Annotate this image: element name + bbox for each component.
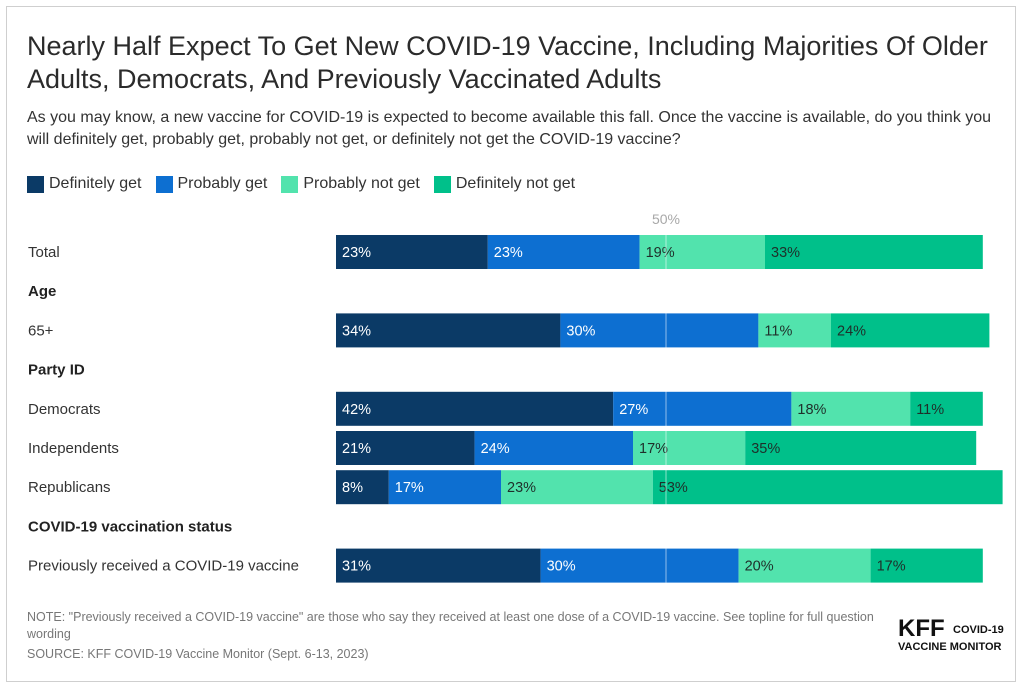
section-label-covid-19-vaccination-status: COVID-19 vaccination status	[28, 518, 232, 535]
row-label-65: 65+	[28, 322, 54, 339]
bar-democrats-probably-not-get	[791, 391, 911, 426]
data-label-independents-definitely-get: 21%	[342, 441, 371, 457]
data-label-independents-definitely-not-get: 35%	[751, 441, 780, 457]
logo-brand: KFF	[898, 615, 945, 642]
reference-line-label: 50%	[652, 211, 680, 227]
data-label-total-probably-not-get: 19%	[646, 245, 675, 261]
bar-previously-received-a-covid-19-vaccine-definitely-not-get	[870, 548, 983, 583]
bar-democrats-definitely-get	[336, 391, 614, 426]
data-label-republicans-probably-not-get: 23%	[507, 480, 536, 496]
legend-swatch-probably-not-get	[281, 175, 299, 193]
legend-swatch-definitely-not-get	[433, 175, 451, 193]
data-label-republicans-probably-get: 17%	[395, 480, 424, 496]
data-label-republicans-definitely-not-get: 53%	[659, 480, 688, 496]
bar-previously-received-a-covid-19-vaccine-probably-not-get	[738, 548, 871, 583]
bar-independents-probably-get	[474, 431, 633, 465]
row-label-previously-received-a-covid-19-vaccine: Previously received a COVID-19 vaccine	[28, 558, 299, 575]
section-label-party-id: Party ID	[28, 362, 85, 379]
section-label-age: Age	[28, 283, 56, 300]
chart-note: NOTE: "Previously received a COVID-19 va…	[27, 610, 874, 641]
data-label-democrats-probably-not-get: 18%	[797, 402, 826, 418]
bar-total-definitely-get	[336, 235, 488, 269]
row-label-republicans: Republicans	[28, 479, 111, 496]
data-label-republicans-definitely-get: 8%	[342, 480, 363, 496]
bar-previously-received-a-covid-19-vaccine-probably-get	[540, 548, 739, 583]
bar-independents-definitely-not-get	[745, 431, 977, 465]
data-label-65-definitely-get: 34%	[342, 323, 371, 339]
legend: Definitely get Probably get Probably not…	[27, 174, 589, 194]
kff-logo: KFF COVID-19 VACCINE MONITOR	[898, 615, 1004, 653]
bar-total-definitely-not-get	[765, 235, 983, 269]
bar-independents-probably-not-get	[633, 431, 746, 465]
data-label-previously-received-a-covid-19-vaccine-probably-not-get: 20%	[745, 559, 774, 575]
data-label-democrats-definitely-not-get: 11%	[916, 402, 944, 418]
legend-swatch-probably-get	[155, 175, 173, 193]
data-label-65-definitely-not-get: 24%	[837, 323, 866, 339]
data-label-democrats-definitely-get: 42%	[342, 402, 371, 418]
chart-subtitle: As you may know, a new vaccine for COVID…	[27, 109, 992, 148]
bar-65-definitely-get	[336, 313, 561, 348]
legend-item-probably-get: Probably get	[155, 175, 268, 193]
data-label-independents-probably-get: 24%	[481, 441, 510, 457]
bar-republicans-definitely-not-get	[652, 470, 1003, 505]
data-label-previously-received-a-covid-19-vaccine-definitely-not-get: 17%	[877, 559, 906, 575]
bar-republicans-probably-not-get	[501, 470, 653, 505]
stacked-bar-chart: Total 23% 23% 19% 33% Age 65+ 34% 30% 11% 24% Party…	[28, 211, 1003, 583]
chart-source: SOURCE: KFF COVID-19 Vaccine Monitor (Se…	[27, 647, 369, 661]
row-label-independents: Independents	[28, 440, 119, 457]
bar-65-probably-get	[560, 313, 759, 348]
bar-65-probably-not-get	[758, 313, 831, 348]
legend-item-probably-not-get: Probably not get	[281, 175, 420, 193]
legend-item-definitely-get: Definitely get	[27, 175, 142, 193]
data-label-previously-received-a-covid-19-vaccine-probably-get: 30%	[547, 559, 576, 575]
legend-item-definitely-not-get: Definitely not get	[433, 175, 576, 193]
data-label-65-probably-not-get: 11%	[764, 323, 792, 339]
bar-total-probably-get	[487, 235, 640, 269]
chart-title: Nearly Half Expect To Get New COVID-19 V…	[27, 31, 988, 94]
logo-line2: VACCINE MONITOR	[898, 641, 1002, 653]
row-label-total: Total	[28, 244, 60, 261]
data-label-independents-probably-not-get: 17%	[639, 441, 668, 457]
bar-independents-definitely-get	[336, 431, 475, 465]
data-label-total-probably-get: 23%	[494, 245, 523, 261]
row-label-democrats: Democrats	[28, 401, 101, 418]
bar-total-probably-not-get	[639, 235, 765, 269]
data-label-total-definitely-get: 23%	[342, 245, 371, 261]
legend-label-probably-get: Probably get	[177, 175, 268, 192]
bar-democrats-probably-get	[613, 391, 792, 426]
legend-swatch-definitely-get	[27, 175, 44, 193]
bar-republicans-probably-get	[388, 470, 501, 505]
legend-label-probably-not-get: Probably not get	[303, 175, 420, 192]
legend-label-definitely-not-get: Definitely not get	[455, 175, 576, 192]
logo-line1: COVID-19	[953, 624, 1004, 636]
data-label-democrats-probably-get: 27%	[619, 402, 648, 418]
data-label-previously-received-a-covid-19-vaccine-definitely-get: 31%	[342, 559, 371, 575]
bar-previously-received-a-covid-19-vaccine-definitely-get	[336, 548, 541, 583]
data-label-65-probably-get: 30%	[566, 323, 595, 339]
bar-65-definitely-not-get	[831, 313, 990, 348]
legend-label-definitely-get: Definitely get	[49, 175, 142, 192]
bar-republicans-definitely-get	[336, 470, 389, 505]
bar-democrats-definitely-not-get	[910, 391, 983, 426]
data-label-total-definitely-not-get: 33%	[771, 245, 800, 261]
